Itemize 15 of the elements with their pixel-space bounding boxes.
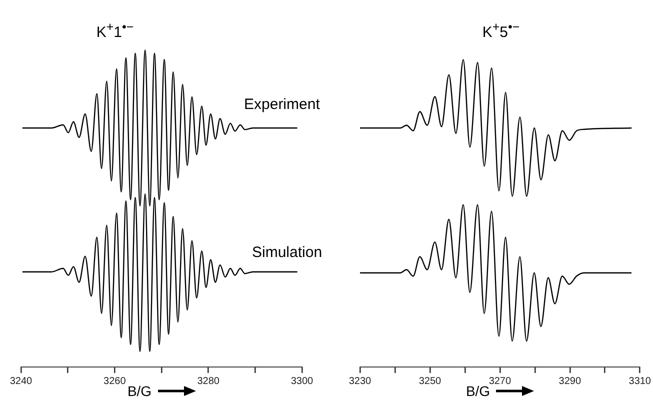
x-axis-title: B/G xyxy=(466,383,490,399)
chart-title: K$^{+}$5$^{•−}$ xyxy=(481,20,521,41)
x-tick-label: 3280 xyxy=(197,376,220,387)
series-label: Simulation xyxy=(252,244,322,261)
series-label: Experiment xyxy=(244,96,320,113)
x-tick-label: 3300 xyxy=(290,376,314,387)
x-tick-label: 3240 xyxy=(10,376,33,387)
x-axis-title: B/G xyxy=(127,383,152,399)
chart-title: K$^{+}$1$^{•−}$ xyxy=(95,20,135,41)
x-tick-label: 3270 xyxy=(488,376,512,387)
x-tick-label: 3290 xyxy=(558,376,582,387)
x-tick-label: 3310 xyxy=(628,376,652,387)
x-tick-label: 3250 xyxy=(418,376,442,387)
x-tick-label: 3260 xyxy=(104,376,126,387)
x-tick-label: 3230 xyxy=(348,376,372,387)
